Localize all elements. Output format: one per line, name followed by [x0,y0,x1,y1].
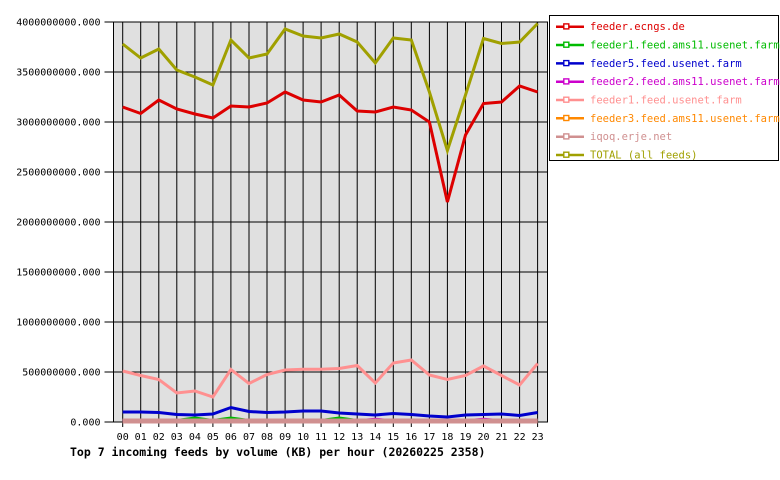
y-axis-label: 3000000000.000 [16,118,100,129]
y-axis-label: 2500000000.000 [16,168,100,179]
legend-label: feeder1.feed.ams11.usenet.farm [590,40,780,52]
x-axis-label: 04 [189,432,201,443]
legend-label: feeder.ecngs.de [590,21,685,33]
y-axis-label: 4000000000.000 [16,18,100,29]
x-axis-label: 20 [477,432,489,443]
series-line-total-all-feeds [121,22,539,156]
series-line-feeder5-feed-usenet-farm [122,405,538,419]
legend-label: feeder3.feed.ams11.usenet.farm [590,113,780,125]
legend-marker-icon [563,41,570,48]
legend-marker-icon [563,23,570,30]
x-axis-label: 19 [459,432,471,443]
x-axis-label: 05 [207,432,219,443]
legend-label: feeder2.feed.ams11.usenet.farm [590,76,780,88]
legend: feeder.ecngs.de feeder1.feed.ams11.usenet… [549,15,780,162]
x-axis-label: 11 [315,432,327,443]
legend-entry-feeder1-feed-ams11-usenet-farm: feeder1.feed.ams11.usenet.farm [556,40,780,52]
x-axis-label: 02 [153,432,165,443]
legend-entry-feeder-ecngs-de: feeder.ecngs.de [556,21,685,33]
y-axis-label: 3500000000.000 [16,68,100,79]
legend-marker-icon [563,114,570,122]
x-axis-label: 15 [387,432,399,443]
x-axis-label: 03 [171,432,183,443]
y-axis-label: 1500000000.000 [16,268,100,279]
x-axis-label: 10 [297,432,309,443]
legend-entry-feeder3-feed-ams11-usenet-farm: feeder3.feed.ams11.usenet.farm [556,113,780,125]
x-axis-label: 23 [532,432,544,443]
series-line-feeder1-feed-usenet-farm [122,358,539,399]
x-axis-label: 01 [135,432,147,443]
legend-label: feeder1.feed.usenet.farm [590,95,742,107]
x-axis-label: 06 [225,432,237,443]
x-axis-label: 09 [279,432,291,443]
legend-marker-icon [563,96,570,103]
legend-entry-feeder2-feed-ams11-usenet-farm: feeder2.feed.ams11.usenet.farm [556,76,780,88]
legend-label: feeder5.feed.usenet.farm [590,58,742,70]
x-axis-label: 21 [495,432,507,443]
legend-entry-total-all-feeds: TOTAL (all feeds) [556,150,697,162]
legend-entry-feeder5-feed-usenet-farm: feeder5.feed.usenet.farm [556,58,742,70]
legend-marker-icon [563,59,570,67]
x-axis-label: 00 [117,432,129,443]
x-axis-label: 07 [243,432,255,443]
legend-marker-icon [563,133,570,140]
x-axis-label: 18 [441,432,453,443]
x-axis-label: 14 [369,432,381,443]
legend-marker-icon [563,78,570,85]
x-axis-label: 08 [261,432,273,443]
x-axis-label: 13 [351,432,363,443]
chart-title: Top 7 incoming feeds by volume (KB) per … [70,445,485,459]
legend-entry-feeder1-feed-usenet-farm: feeder1.feed.usenet.farm [556,95,742,107]
y-axis-label: 0.000 [70,418,100,429]
x-axis-label: 17 [423,432,435,443]
y-axis-label: 2000000000.000 [16,218,100,229]
y-axis-label: 500000000.000 [22,368,100,379]
x-axis-label: 12 [333,432,345,443]
x-axis-label: 16 [405,432,417,443]
x-axis-label: 22 [514,432,526,443]
legend-box [549,15,779,161]
legend-label: iqoq.erje.net [590,131,672,143]
legend-entry-iqoq-erje-net: iqoq.erje.net [556,131,672,143]
y-axis-label: 1000000000.000 [16,318,100,329]
legend-marker-icon [563,151,570,158]
series-line-feeder-ecngs-de [122,84,539,203]
legend-label: TOTAL (all feeds) [590,150,697,162]
